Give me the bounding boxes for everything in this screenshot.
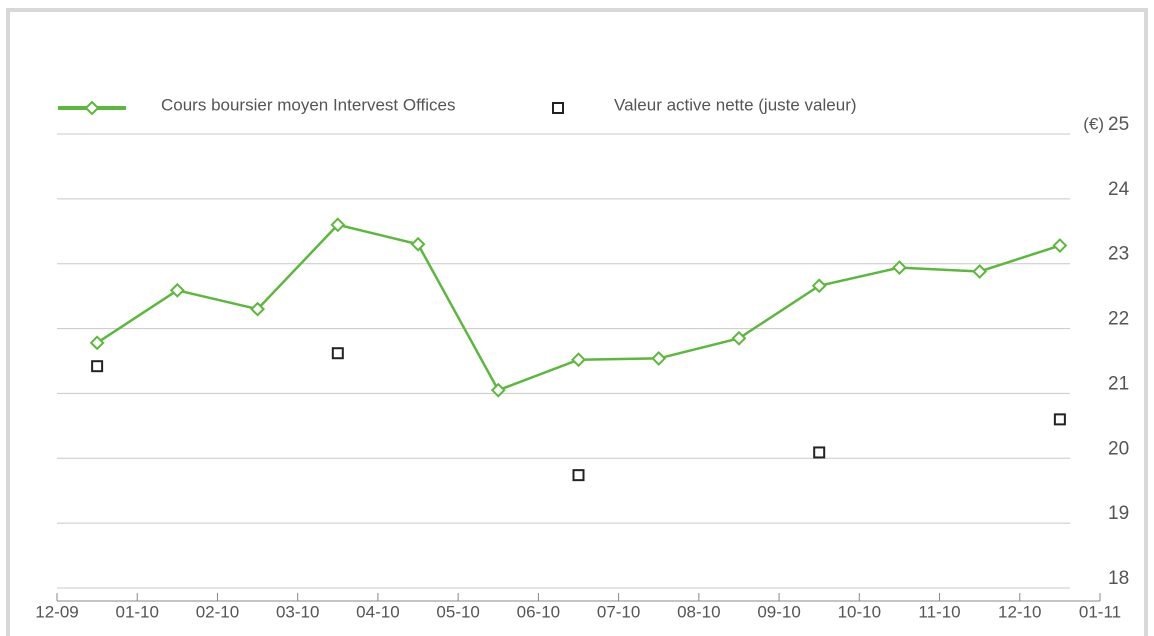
- point: [89, 335, 105, 351]
- point: [1052, 238, 1068, 253]
- point: [651, 350, 667, 366]
- x-tick-label: 03-10: [276, 602, 319, 621]
- y-tick-label: 18: [1108, 568, 1129, 589]
- point: [972, 264, 988, 279]
- point: [892, 260, 907, 276]
- y-tick-label: 24: [1108, 179, 1130, 200]
- point: [91, 360, 104, 373]
- point: [490, 382, 506, 398]
- y-unit: (€): [1083, 114, 1104, 133]
- x-tick-label: 01-10: [115, 602, 158, 621]
- y-tick-label: 19: [1108, 503, 1129, 524]
- point: [731, 330, 747, 346]
- legend-label: Valeur active nette (juste valeur): [614, 95, 857, 114]
- y-tick-label: 25: [1108, 114, 1129, 135]
- x-tick-label: 07-10: [597, 602, 640, 621]
- point: [813, 446, 826, 459]
- point: [410, 236, 426, 252]
- point: [572, 469, 585, 482]
- y-tick-label: 20: [1108, 438, 1129, 459]
- legend-marker: [84, 100, 100, 116]
- point: [330, 217, 346, 233]
- y-tick-label: 22: [1108, 309, 1129, 330]
- x-tick-label: 08-10: [677, 602, 720, 621]
- x-tick-label: 12-10: [998, 602, 1041, 621]
- point: [1053, 413, 1066, 426]
- point: [571, 352, 586, 368]
- x-tick-label: 11-10: [918, 602, 960, 621]
- legend-marker: [552, 102, 564, 114]
- x-tick-label: 12-09: [35, 602, 78, 621]
- y-tick-label: 23: [1108, 244, 1129, 265]
- x-tick-label: 04-10: [356, 602, 399, 621]
- frame: [6, 8, 1148, 636]
- point: [811, 278, 827, 294]
- legend-label: Cours boursier moyen Intervest Offices: [161, 95, 455, 114]
- x-tick-label: 01-11: [1079, 602, 1121, 621]
- point: [250, 301, 265, 317]
- x-tick-label: 02-10: [196, 602, 239, 621]
- y-tick-label: 21: [1108, 373, 1129, 394]
- x-tick-label: 09-10: [757, 602, 800, 621]
- x-tick-label: 06-10: [517, 602, 560, 621]
- x-tick-label: 10-10: [838, 602, 881, 621]
- point: [169, 282, 185, 298]
- point: [331, 347, 344, 360]
- x-tick-label: 05-10: [436, 602, 479, 621]
